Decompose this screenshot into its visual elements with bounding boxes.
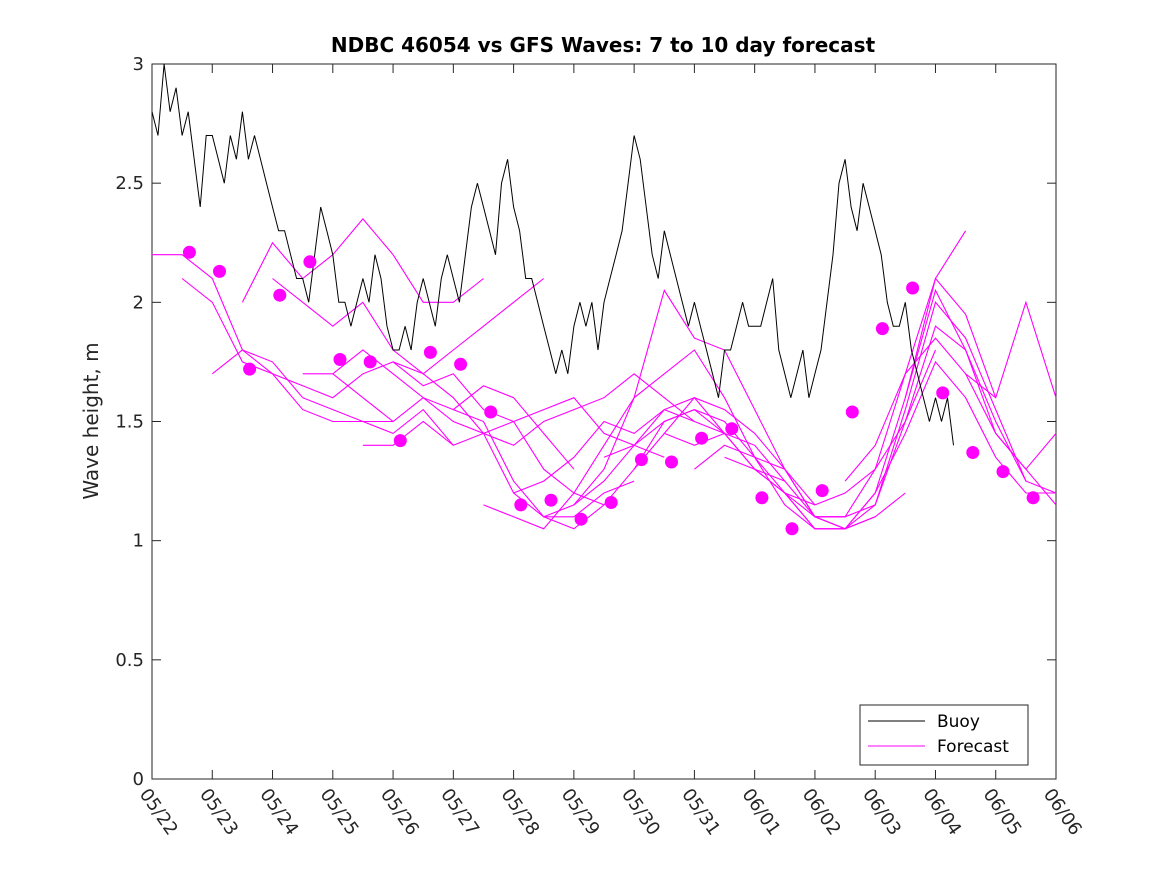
forecast-marker <box>273 288 287 302</box>
x-tick-label: 05/28 <box>497 785 544 840</box>
x-tick-label: 05/22 <box>135 785 182 840</box>
forecast-line <box>272 278 545 375</box>
forecast-marker <box>544 493 558 507</box>
forecast-line <box>724 277 997 506</box>
y-tick-label: 2.5 <box>115 173 144 194</box>
forecast-marker <box>695 431 709 445</box>
forecast-line <box>332 373 605 506</box>
data-layer <box>151 63 1057 536</box>
y-tick-label: 1 <box>133 531 144 552</box>
legend-box <box>859 704 1029 766</box>
y-tick-label: 3 <box>133 54 144 75</box>
y-axis-label: Wave height, m <box>79 342 103 499</box>
forecast-marker <box>333 353 347 366</box>
x-tick-label: 05/24 <box>255 785 302 840</box>
forecast-marker <box>303 255 317 269</box>
forecast-line <box>362 420 635 518</box>
forecast-marker <box>182 245 196 259</box>
forecast-marker <box>634 453 648 467</box>
forecast-line <box>543 289 816 518</box>
x-tick-label: 06/06 <box>1039 785 1086 840</box>
forecast-marker <box>996 465 1010 479</box>
forecast-marker <box>423 345 437 359</box>
forecast-line <box>754 301 1027 530</box>
forecast-line <box>392 361 665 458</box>
x-tick-label: 05/30 <box>617 785 664 840</box>
forecast-line <box>241 218 484 303</box>
forecast-marker <box>454 357 468 371</box>
forecast-marker <box>755 491 769 505</box>
forecast-line <box>152 254 394 423</box>
x-tick-label: 05/31 <box>677 785 724 840</box>
x-tick-label: 05/29 <box>557 785 604 840</box>
forecast-marker <box>665 455 678 469</box>
x-tick-label: 05/23 <box>195 785 242 840</box>
forecast-marker <box>574 512 588 526</box>
forecast-marker <box>906 281 920 295</box>
forecast-line <box>965 300 1057 399</box>
forecast-marker <box>725 422 739 436</box>
forecast-marker <box>604 496 618 509</box>
x-tick-label: 06/02 <box>798 785 845 840</box>
forecast-marker <box>785 522 799 536</box>
x-tick-label: 05/27 <box>436 785 483 840</box>
y-tick-label: 0.5 <box>115 650 144 671</box>
legend-buoy-label: Buoy <box>937 712 980 732</box>
buoy-line <box>151 63 954 446</box>
forecast-line <box>483 349 756 530</box>
forecast-marker <box>514 498 528 512</box>
y-tick-label: 0 <box>133 769 144 790</box>
forecast-marker <box>845 405 859 419</box>
forecast-line <box>784 360 1056 530</box>
forecast-line <box>633 397 906 530</box>
x-tick-label: 06/04 <box>918 785 965 840</box>
forecast-line <box>211 349 454 446</box>
x-tick-label: 06/05 <box>979 785 1026 840</box>
forecast-marker <box>966 446 980 459</box>
forecast-marker <box>363 355 377 369</box>
forecast-marker <box>815 484 829 498</box>
forecast-marker <box>243 362 257 376</box>
forecast-line <box>844 337 1057 482</box>
x-tick-label: 06/03 <box>858 785 905 840</box>
legend-forecast-label: Forecast <box>937 737 1009 757</box>
x-tick-label: 05/26 <box>376 785 423 840</box>
forecast-marker <box>875 322 889 336</box>
y-tick-label: 2 <box>133 292 144 313</box>
forecast-marker <box>213 264 226 278</box>
chart-title: NDBC 46054 vs GFS Waves: 7 to 10 day for… <box>331 33 876 57</box>
x-tick-label: 06/01 <box>738 785 785 840</box>
forecast-marker <box>936 386 950 400</box>
forecast-marker <box>484 405 498 419</box>
legend: Buoy Forecast <box>859 704 1029 766</box>
x-tick-label: 05/25 <box>316 785 363 840</box>
forecast-marker <box>1026 491 1040 505</box>
forecast-marker <box>393 434 407 448</box>
y-tick-label: 1.5 <box>115 412 144 433</box>
